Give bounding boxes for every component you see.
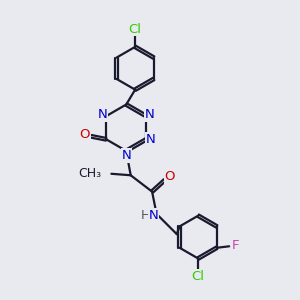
Text: H: H [141, 209, 150, 222]
Text: N: N [145, 108, 155, 121]
Text: O: O [80, 128, 90, 141]
Text: N: N [122, 149, 132, 162]
Text: N: N [98, 108, 107, 121]
Text: N: N [149, 209, 158, 222]
Text: F: F [231, 239, 239, 252]
Text: O: O [165, 170, 175, 183]
Text: CH₃: CH₃ [79, 167, 102, 180]
Text: N: N [146, 133, 156, 146]
Text: Cl: Cl [129, 22, 142, 35]
Text: Cl: Cl [192, 270, 205, 283]
